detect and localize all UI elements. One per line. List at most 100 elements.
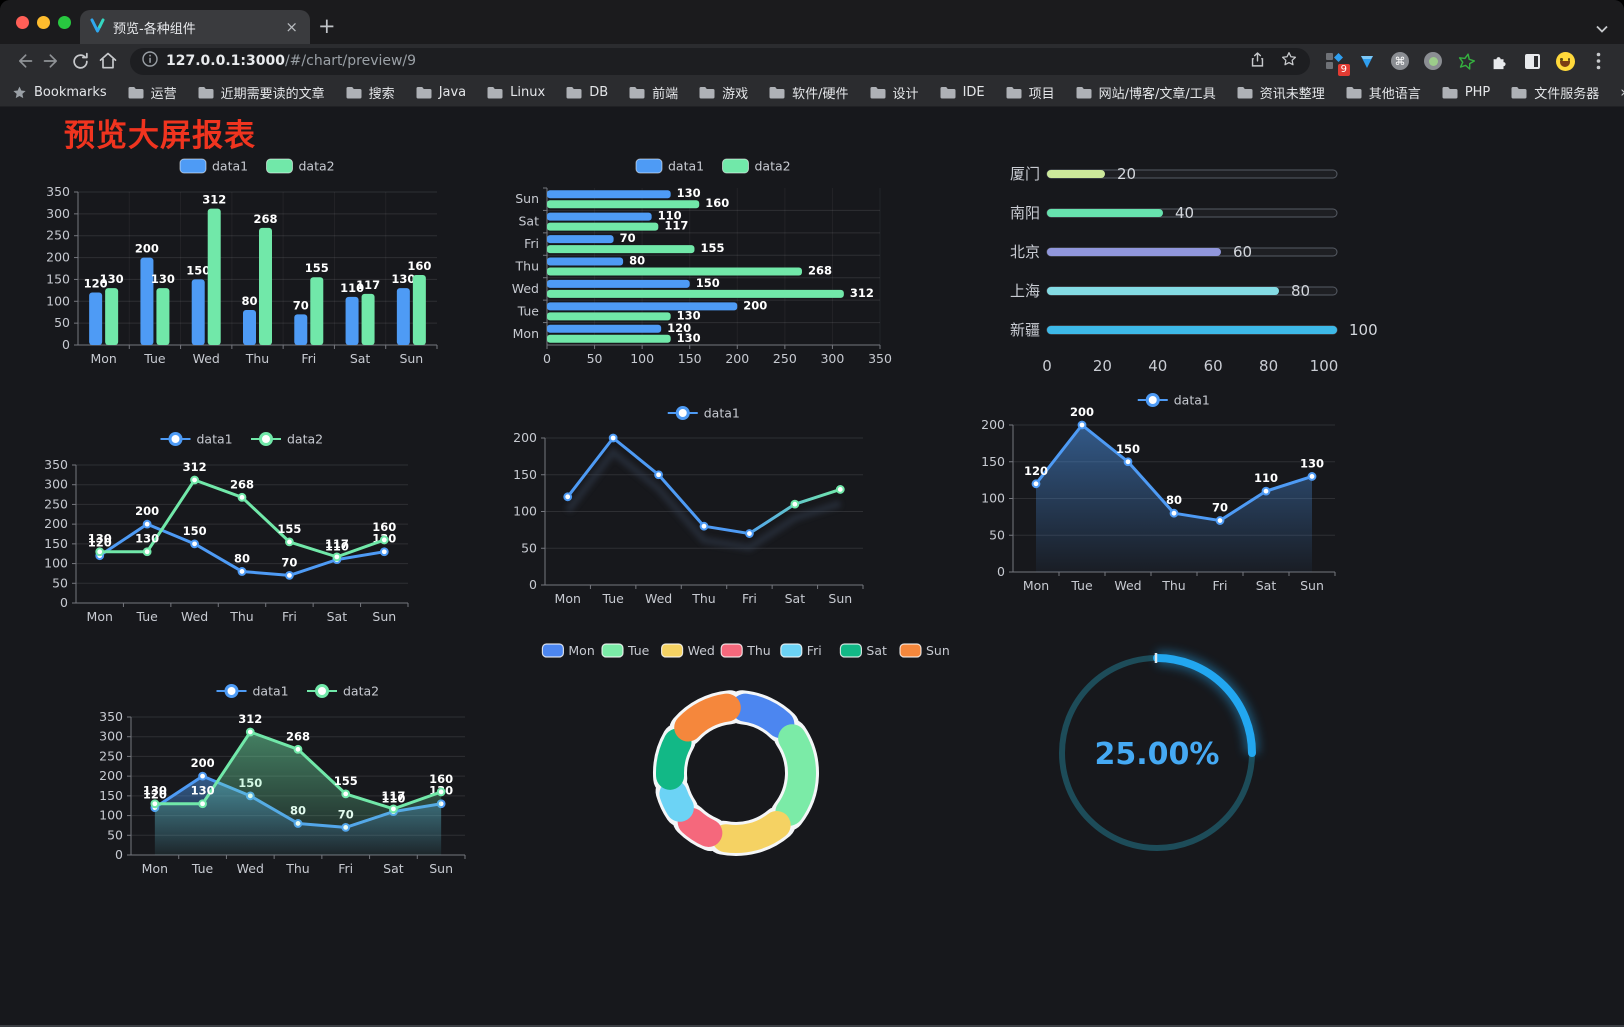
- bookmark-folder[interactable]: 其他语言: [1346, 83, 1421, 102]
- new-tab-button[interactable]: +: [318, 14, 336, 38]
- split-view-icon[interactable]: [1522, 51, 1542, 71]
- folder-icon: [1346, 86, 1362, 98]
- svg-text:data1: data1: [1174, 393, 1210, 408]
- svg-text:100: 100: [981, 491, 1005, 506]
- svg-text:60: 60: [1204, 357, 1223, 375]
- tab-preview[interactable]: 预览-各种组件 ×: [80, 10, 310, 44]
- extension-green-star-icon[interactable]: [1456, 51, 1476, 71]
- svg-text:117: 117: [356, 278, 380, 292]
- bookmark-folder[interactable]: 近期需要读的文章: [198, 83, 325, 102]
- site-info-icon[interactable]: [142, 51, 158, 71]
- svg-text:130: 130: [100, 272, 124, 286]
- bookmark-folder[interactable]: PHP: [1442, 85, 1490, 100]
- bookmarks-overflow-chevron[interactable]: »: [1620, 83, 1624, 101]
- bookmark-folder[interactable]: 运营: [128, 83, 177, 102]
- folder-icon: [1237, 86, 1253, 98]
- bookmark-folder[interactable]: 文件服务器: [1511, 83, 1599, 102]
- bookmark-folder[interactable]: 游戏: [699, 83, 748, 102]
- bookmark-folder[interactable]: DB: [566, 85, 608, 100]
- svg-text:Sun: Sun: [1300, 578, 1324, 593]
- bookmark-star-icon[interactable]: [1280, 50, 1298, 72]
- bookmark-folder-label: IDE: [962, 84, 985, 100]
- bookmark-folder[interactable]: 项目: [1006, 83, 1055, 102]
- extension-record-icon[interactable]: [1423, 51, 1443, 71]
- url-bar[interactable]: 127.0.0.1:3000 /#/chart/preview/9: [130, 47, 1310, 75]
- bookmarks-label: Bookmarks: [34, 84, 107, 100]
- svg-text:70: 70: [1212, 501, 1228, 515]
- chevron-down-icon[interactable]: [1596, 18, 1608, 37]
- close-window-button[interactable]: [16, 16, 29, 29]
- bookmark-folder[interactable]: IDE: [940, 85, 985, 100]
- bookmark-folder[interactable]: Java: [416, 85, 466, 100]
- tab-close-icon[interactable]: ×: [285, 18, 298, 36]
- svg-text:Thu: Thu: [285, 861, 309, 876]
- svg-text:0: 0: [115, 847, 123, 862]
- svg-text:Fri: Fri: [282, 609, 297, 624]
- bookmark-folder[interactable]: 资讯未整理: [1237, 83, 1325, 102]
- folder-icon: [769, 86, 785, 98]
- svg-text:100: 100: [513, 504, 537, 519]
- svg-text:130: 130: [88, 532, 112, 546]
- bookmark-folder-label: 资讯未整理: [1259, 86, 1325, 102]
- svg-text:Sat: Sat: [383, 861, 404, 876]
- extension-gem-icon[interactable]: [1357, 51, 1377, 71]
- svg-text:南阳: 南阳: [1010, 204, 1040, 222]
- svg-text:200: 200: [99, 768, 123, 783]
- svg-text:Sun: Sun: [828, 591, 852, 606]
- bookmark-folder[interactable]: 软件/硬件: [769, 83, 849, 102]
- svg-text:300: 300: [99, 729, 123, 744]
- svg-text:Mon: Mon: [142, 861, 168, 876]
- svg-text:250: 250: [46, 228, 70, 243]
- bookmark-folder[interactable]: 前端: [629, 83, 678, 102]
- extension-grid-icon[interactable]: 9: [1324, 51, 1350, 76]
- svg-text:150: 150: [981, 454, 1005, 469]
- zoom-window-button[interactable]: [58, 16, 71, 29]
- svg-text:268: 268: [253, 212, 277, 226]
- folder-icon: [699, 86, 715, 98]
- bookmark-folder-label: 文件服务器: [1534, 86, 1600, 102]
- forward-button[interactable]: [38, 47, 66, 75]
- extensions-puzzle-icon[interactable]: [1489, 51, 1509, 71]
- gradient-line-chart: data1 0 50 100 150 200 Mon Tue Wed Thu Fri Sat Sun: [505, 402, 895, 617]
- svg-text:Wed: Wed: [181, 609, 208, 624]
- bookmark-folder-label: Java: [438, 84, 467, 100]
- extension-command-icon[interactable]: ⌘: [1390, 51, 1410, 71]
- svg-text:117: 117: [664, 219, 688, 233]
- svg-text:Wed: Wed: [237, 861, 264, 876]
- bookmark-folder[interactable]: 网站/博客/文章/工具: [1076, 83, 1216, 102]
- folder-icon: [1076, 86, 1092, 98]
- bookmarks-home[interactable]: Bookmarks: [12, 85, 107, 100]
- svg-text:0: 0: [997, 564, 1005, 579]
- svg-text:50: 50: [54, 315, 70, 330]
- browser-menu-icon[interactable]: [1588, 51, 1608, 71]
- svg-text:20: 20: [1117, 165, 1136, 183]
- svg-text:Mon: Mon: [1023, 578, 1049, 593]
- minimize-window-button[interactable]: [37, 16, 50, 29]
- reload-button[interactable]: [66, 47, 94, 75]
- home-button[interactable]: [94, 47, 122, 75]
- svg-text:Sat: Sat: [1256, 578, 1277, 593]
- svg-text:250: 250: [99, 748, 123, 763]
- svg-text:155: 155: [334, 774, 358, 788]
- back-button[interactable]: [10, 47, 38, 75]
- svg-text:Wed: Wed: [512, 281, 539, 296]
- svg-text:80: 80: [1166, 493, 1182, 507]
- bookmark-folder[interactable]: Linux: [487, 85, 545, 100]
- bookmark-folder-label: Linux: [510, 84, 546, 100]
- svg-text:200: 200: [1070, 405, 1094, 419]
- bookmark-folder[interactable]: 搜索: [346, 83, 395, 102]
- share-icon[interactable]: [1249, 51, 1266, 72]
- emoji-extension-icon[interactable]: [1555, 51, 1575, 71]
- svg-text:Thu: Thu: [245, 351, 269, 366]
- svg-text:200: 200: [513, 430, 537, 445]
- svg-text:Wed: Wed: [688, 643, 715, 658]
- svg-text:0: 0: [62, 337, 70, 352]
- svg-text:Tue: Tue: [627, 643, 650, 658]
- svg-text:200: 200: [46, 250, 70, 265]
- bookmark-folder[interactable]: 设计: [870, 83, 919, 102]
- svg-text:Mon: Mon: [87, 609, 113, 624]
- svg-text:50: 50: [107, 827, 123, 842]
- svg-text:50: 50: [52, 575, 68, 590]
- svg-text:312: 312: [183, 460, 207, 474]
